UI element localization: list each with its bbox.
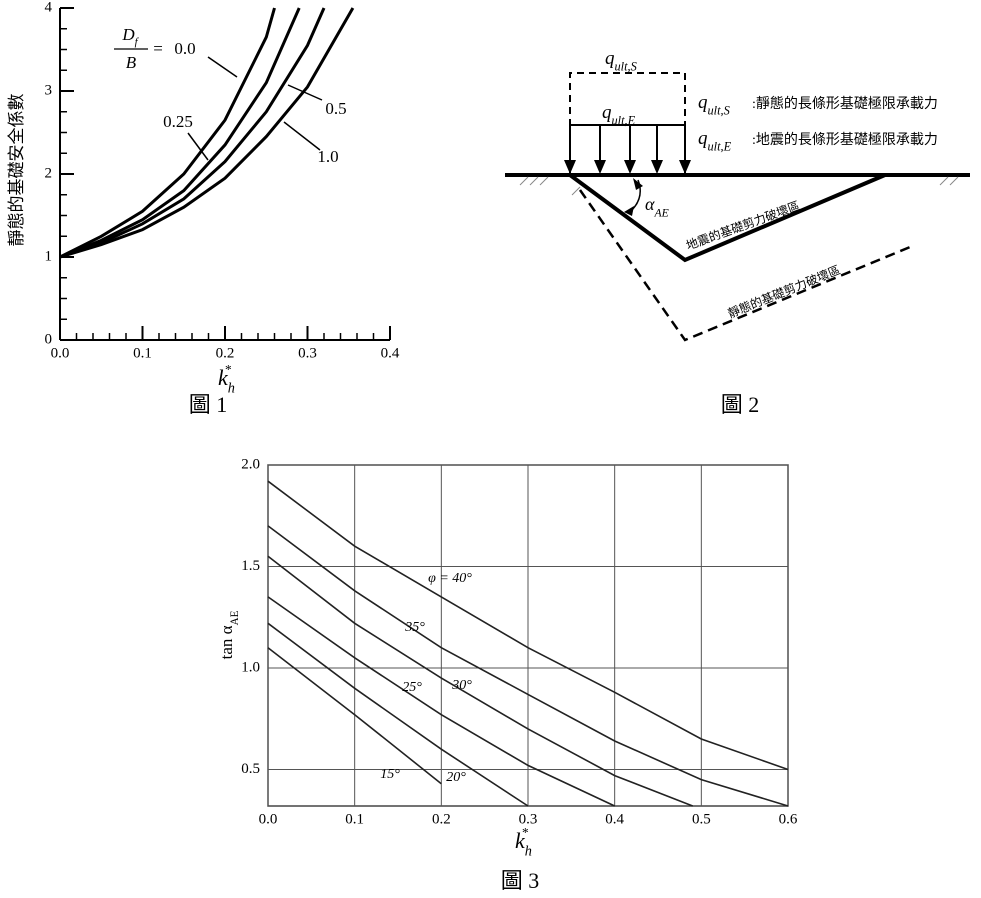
ratio-num: Df — [121, 25, 139, 48]
y-tick-label: 2 — [45, 165, 53, 181]
hatch — [519, 176, 959, 196]
label-base: q — [698, 92, 708, 113]
y-tick-label: 1.0 — [241, 659, 260, 675]
x-tick-label: 0.1 — [133, 345, 152, 361]
label-sub: ult,E — [612, 114, 636, 128]
angle-head — [633, 178, 643, 190]
zone-label: 靜態的基礎剪力破壞區 — [726, 262, 843, 321]
line-series — [267, 647, 442, 785]
line-series — [59, 7, 326, 259]
y-tick-label: 1.5 — [241, 558, 260, 574]
ratio-eq: = — [153, 39, 163, 58]
caption: 圖 3 — [501, 868, 540, 893]
static-load — [569, 72, 686, 150]
label-arrow — [187, 132, 209, 161]
x-tick-label: 0.4 — [605, 811, 624, 827]
label-sup: * — [522, 825, 529, 840]
line-series — [267, 622, 529, 807]
series-label: 0.25 — [163, 112, 193, 131]
x-tick-label: 0.0 — [259, 811, 278, 827]
line-series — [59, 7, 276, 259]
line-series — [59, 7, 355, 259]
series-label: 0.0 — [174, 39, 195, 58]
x-tick-label: 0.3 — [519, 811, 538, 827]
label: qult,S — [605, 48, 637, 74]
caption: 圖 1 — [189, 392, 228, 417]
label-sub: AE — [229, 610, 241, 625]
label-arrow — [207, 56, 238, 78]
y-axis-label: 靜態的基礎安全係數 — [7, 94, 26, 247]
label: tan αAE — [217, 610, 241, 659]
y-tick-label: 3 — [45, 82, 53, 98]
caption: 圖 2 — [721, 392, 760, 417]
label-base: k — [218, 365, 229, 390]
x-tick-label: 0.4 — [381, 345, 400, 361]
y-tick-label: 2.0 — [241, 456, 260, 472]
label: kh * — [515, 825, 532, 860]
label-sup: * — [225, 362, 232, 377]
ratio-den: B — [126, 53, 137, 72]
label-arrow — [283, 121, 321, 151]
label-base: α — [645, 194, 655, 214]
y-tick-label: 0.5 — [241, 761, 260, 777]
label-sub: ult,S — [615, 60, 637, 74]
series-label: 1.0 — [317, 147, 338, 166]
label-arrow — [287, 84, 323, 101]
x-tick-label: 0.1 — [345, 811, 364, 827]
x-tick-label: 0.2 — [216, 345, 235, 361]
y-tick-label: 0 — [45, 331, 53, 347]
label-sub: ult,E — [708, 140, 732, 154]
label-base: q — [605, 48, 615, 69]
series-label: 20° — [446, 770, 466, 785]
x-tick-label: 0.6 — [779, 811, 798, 827]
ratio-num-sub: f — [135, 36, 140, 48]
y-tick-label: 4 — [45, 0, 53, 15]
label-sub: AE — [653, 206, 668, 219]
angle-head — [624, 206, 634, 216]
x-tick-label: 0.3 — [298, 345, 317, 361]
label-sub: ult,S — [708, 104, 730, 118]
x-tick-label: 0.0 — [51, 345, 70, 361]
label: kh * — [218, 362, 235, 397]
label-base: k — [515, 828, 526, 853]
ratio-num-base: D — [121, 25, 135, 44]
x-tick-label: 0.2 — [432, 811, 451, 827]
static-zone — [578, 189, 916, 342]
label: qult,E — [602, 102, 636, 128]
line-series — [267, 480, 789, 771]
series-label: φ = 40° — [428, 571, 472, 586]
series-label: 30° — [451, 678, 472, 693]
legend-text: :靜態的長條形基礎極限承載力 — [752, 95, 938, 112]
series-label: 35° — [404, 620, 425, 635]
label-base: q — [698, 128, 708, 149]
label-base: tan α — [217, 625, 236, 659]
arrow-heads — [564, 160, 691, 174]
diagram — [505, 72, 970, 342]
line-series — [267, 596, 616, 807]
label: qult,E — [698, 128, 732, 154]
line-series — [267, 555, 693, 807]
zone-label: 地震的基礎剪力破壞區 — [684, 198, 802, 253]
label-sub: h — [525, 844, 532, 860]
label: qult,S — [698, 92, 730, 118]
line-series — [59, 7, 301, 259]
x-tick-label: 0.5 — [692, 811, 711, 827]
y-tick-label: 1 — [45, 248, 53, 264]
label: αAE — [645, 194, 669, 219]
legend-text: :地震的長條形基礎極限承載力 — [752, 131, 938, 148]
line-series — [267, 525, 789, 807]
load-arrows — [569, 125, 686, 170]
series-label: 15° — [380, 767, 400, 782]
series-label: 0.5 — [325, 99, 346, 118]
label-base: q — [602, 102, 612, 123]
series-label: 25° — [402, 680, 422, 695]
label-sub: h — [228, 381, 235, 397]
seismic-zone — [568, 173, 886, 263]
